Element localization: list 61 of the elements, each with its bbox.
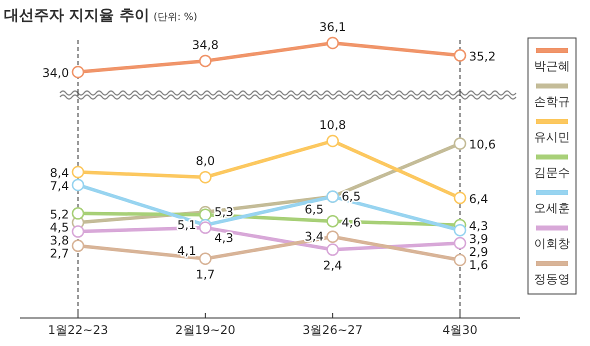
data-label: 3,4: [304, 230, 324, 244]
legend-label: 유시민: [534, 130, 570, 144]
point: [454, 254, 466, 266]
data-label: 10,6: [469, 138, 496, 152]
point: [72, 240, 84, 252]
chart-title: 대선주자 지지율 추이: [4, 6, 150, 24]
point: [199, 54, 212, 68]
data-label: 2,4: [323, 258, 342, 273]
point: [199, 208, 212, 221]
legend-label: 김문수: [534, 166, 570, 180]
point: [199, 170, 212, 184]
point: [326, 214, 339, 228]
data-label: 4,3: [469, 219, 488, 234]
point: [454, 49, 466, 62]
data-label: 8,4: [50, 166, 69, 180]
x-tick-label: 3월26~27: [302, 323, 363, 337]
data-label: 4,5: [50, 220, 69, 234]
point: [199, 221, 212, 234]
point: [454, 137, 466, 150]
point: [326, 243, 339, 256]
data-label: 8,0: [196, 154, 215, 168]
legend-label: 정동영: [534, 272, 570, 286]
chart-subtitle: (단위: %): [153, 12, 198, 23]
x-tick-label: 2월19~20: [175, 323, 236, 337]
data-label: 3,8: [50, 233, 69, 248]
point: [72, 225, 84, 238]
legend-label: 손학규: [534, 94, 570, 108]
data-label: 2,7: [50, 246, 69, 260]
point: [326, 36, 339, 50]
data-label: 6,5: [342, 190, 361, 204]
point: [72, 207, 84, 220]
data-label: 1,6: [469, 258, 488, 272]
data-label: 35,2: [469, 49, 496, 64]
point: [199, 252, 212, 265]
data-label: 7,4: [50, 179, 69, 194]
point: [72, 166, 84, 178]
point: [326, 230, 339, 243]
x-tick-label: 4월30: [442, 323, 478, 337]
data-label: 5,2: [50, 207, 69, 222]
point: [326, 134, 339, 148]
data-label: 2,9: [469, 245, 488, 260]
data-label: 4,3: [214, 231, 234, 246]
legend-label: 오세훈: [534, 201, 570, 215]
data-label: 34,8: [192, 38, 219, 52]
data-label: 6,4: [469, 192, 488, 206]
x-tick-label: 1월22~23: [48, 323, 108, 337]
data-label: 5,1: [177, 218, 196, 232]
data-label: 3,9: [469, 232, 488, 246]
point: [72, 66, 84, 78]
data-label: 34,0: [42, 66, 69, 80]
point: [454, 192, 466, 204]
legend-label: 이회창: [534, 236, 570, 250]
data-label: 10,8: [319, 118, 346, 132]
point: [72, 178, 84, 192]
data-label: 4,1: [177, 244, 196, 258]
data-label: 36,1: [319, 20, 346, 34]
data-label: 1,7: [196, 268, 215, 282]
legend-label: 박근혜: [534, 59, 570, 73]
point: [454, 224, 466, 236]
data-label: 6,5: [304, 202, 324, 217]
point: [454, 236, 466, 250]
